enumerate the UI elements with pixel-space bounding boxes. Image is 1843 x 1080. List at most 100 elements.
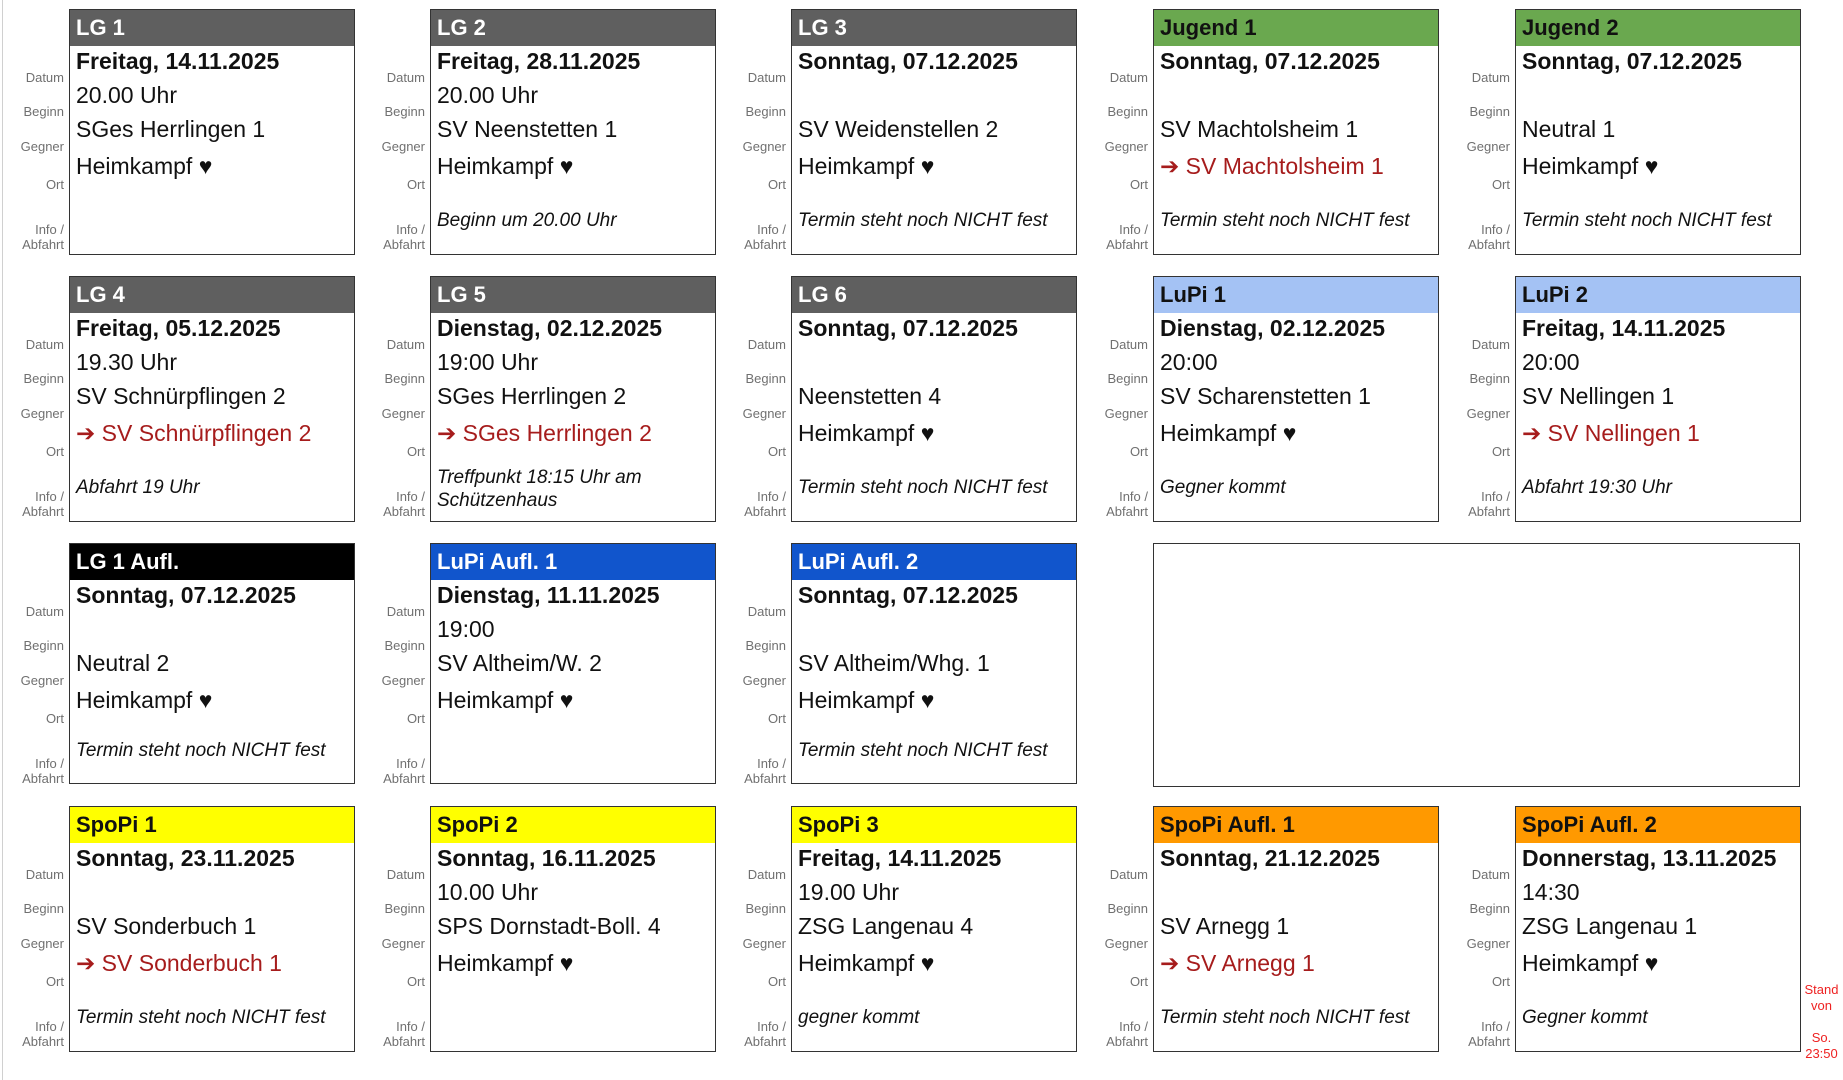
label-info2: Abfahrt	[22, 771, 64, 786]
info-value: Abfahrt 19:30 Uhr	[1522, 477, 1672, 498]
label-beginn: Beginn	[384, 371, 425, 386]
datum-value: Sonntag, 07.12.2025	[798, 48, 1018, 74]
datum-value: Sonntag, 07.12.2025	[798, 582, 1018, 608]
ort-value: Heimkampf ♥	[76, 153, 213, 179]
label-info2: Abfahrt	[383, 771, 425, 786]
team-slot: Datum Beginn Gegner Ort Info / Abfahrt SpoPi A…	[1084, 806, 1439, 1053]
label-beginn: Beginn	[1107, 901, 1148, 916]
team-slot: Datum Beginn Gegner Ort Info / Abfahrt LG 3 Son…	[722, 9, 1077, 256]
datum-value: Sonntag, 16.11.2025	[437, 845, 656, 871]
team-card: SpoPi Aufl. 2 Donnerstag, 13.11.2025 14:30…	[1515, 806, 1801, 1052]
label-datum: Datum	[25, 867, 64, 882]
gegner-value: SGes Herrlingen 2	[437, 383, 627, 409]
ort-value: ➔ SV Arnegg 1	[1160, 950, 1315, 976]
label-info1: Info /	[396, 1019, 425, 1034]
info-value: Termin steht noch NICHT fest	[798, 477, 1048, 498]
info-value: Gegner kommt	[1160, 477, 1286, 498]
info-value: Abfahrt 19 Uhr	[76, 477, 200, 498]
label-info2: Abfahrt	[383, 1034, 425, 1049]
label-gegner: Gegner	[381, 673, 425, 688]
datum-value: Freitag, 28.11.2025	[437, 48, 641, 74]
label-beginn: Beginn	[745, 638, 786, 653]
gegner-value: ZSG Langenau 1	[1522, 913, 1698, 939]
label-beginn: Beginn	[745, 901, 786, 916]
gegner-value: SV Neenstetten 1	[437, 116, 618, 142]
label-datum: Datum	[1109, 70, 1148, 85]
label-gegner: Gegner	[742, 139, 786, 154]
datum-value: Sonntag, 21.12.2025	[1160, 845, 1380, 871]
info-value: Termin steht noch NICHT fest	[798, 740, 1048, 761]
ort-value: Heimkampf ♥	[798, 153, 935, 179]
ort-value: Heimkampf ♥	[1160, 420, 1297, 446]
team-slot: Datum Beginn Gegner Ort Info / Abfahrt LG 1 Au…	[0, 543, 355, 786]
datum-value: Freitag, 05.12.2025	[76, 315, 281, 341]
datum-value: Sonntag, 23.11.2025	[76, 845, 295, 871]
team-slot: Datum Beginn Gegner Ort Info / Abfahrt SpoPi 3…	[722, 806, 1077, 1053]
team-title: LuPi Aufl. 2	[792, 544, 1076, 580]
info-value: Termin steht noch NICHT fest	[1522, 210, 1772, 231]
ort-value: Heimkampf ♥	[1522, 153, 1659, 179]
team-title: LuPi Aufl. 1	[431, 544, 715, 580]
label-ort: Ort	[45, 974, 64, 989]
gegner-value: Neutral 2	[76, 650, 170, 676]
info-value: gegner kommt	[798, 1007, 920, 1028]
team-card: Jugend 2 Sonntag, 07.12.2025 Neutral 1 Heim…	[1515, 9, 1801, 255]
label-datum: Datum	[386, 867, 425, 882]
label-beginn: Beginn	[1469, 901, 1510, 916]
label-info2: Abfahrt	[1468, 237, 1510, 252]
label-beginn: Beginn	[384, 104, 425, 119]
datum-value: Freitag, 14.11.2025	[76, 48, 280, 74]
ort-value: ➔ SV Nellingen 1	[1522, 420, 1700, 446]
label-info2: Abfahrt	[383, 504, 425, 519]
info-value: Gegner kommt	[1522, 1007, 1648, 1028]
team-title: LG 2	[431, 10, 715, 46]
label-gegner: Gegner	[1466, 406, 1510, 421]
label-datum: Datum	[747, 337, 786, 352]
label-gegner: Gegner	[742, 936, 786, 951]
beginn-value: 19.30 Uhr	[76, 349, 178, 375]
datum-value: Dienstag, 11.11.2025	[437, 582, 660, 608]
label-beginn: Beginn	[23, 901, 64, 916]
beginn-value: 10.00 Uhr	[437, 879, 539, 905]
gegner-value: SV Scharenstetten 1	[1160, 383, 1371, 409]
gegner-value: SPS Dornstadt-Boll. 4	[437, 913, 661, 939]
label-info1: Info /	[1119, 222, 1148, 237]
label-ort: Ort	[1129, 444, 1148, 459]
team-title: SpoPi 2	[431, 807, 715, 843]
label-datum: Datum	[25, 337, 64, 352]
label-ort: Ort	[767, 974, 786, 989]
stand-von: von	[1811, 998, 1832, 1013]
team-title: SpoPi 1	[70, 807, 354, 843]
datum-value: Sonntag, 07.12.2025	[76, 582, 296, 608]
datum-value: Sonntag, 07.12.2025	[798, 315, 1018, 341]
label-info1: Info /	[1119, 1019, 1148, 1034]
label-gegner: Gegner	[20, 139, 64, 154]
label-datum: Datum	[1471, 337, 1510, 352]
label-info1: Info /	[1481, 489, 1510, 504]
beginn-value: 19:00 Uhr	[437, 349, 539, 375]
ort-value: Heimkampf ♥	[437, 687, 574, 713]
team-card: SpoPi 1 Sonntag, 23.11.2025 SV Sonderbuch …	[69, 806, 355, 1052]
label-info2: Abfahrt	[22, 504, 64, 519]
label-info1: Info /	[35, 756, 64, 771]
ort-value: Heimkampf ♥	[437, 153, 574, 179]
label-beginn: Beginn	[745, 104, 786, 119]
team-title: LG 3	[792, 10, 1076, 46]
stand-timestamp: Stand von So. 23:50	[1800, 982, 1843, 1062]
label-ort: Ort	[45, 444, 64, 459]
info-value: Termin steht noch NICHT fest	[798, 210, 1048, 231]
team-title: LuPi 1	[1154, 277, 1438, 313]
label-ort: Ort	[406, 711, 425, 726]
label-info1: Info /	[396, 489, 425, 504]
label-ort: Ort	[1491, 444, 1510, 459]
label-gegner: Gegner	[381, 406, 425, 421]
label-gegner: Gegner	[1466, 139, 1510, 154]
team-card: LuPi 2 Freitag, 14.11.2025 20:00 SV Nelling…	[1515, 276, 1801, 522]
label-gegner: Gegner	[381, 139, 425, 154]
label-ort: Ort	[1491, 177, 1510, 192]
team-title: Jugend 2	[1516, 10, 1800, 46]
label-beginn: Beginn	[1107, 104, 1148, 119]
beginn-value: 19:00	[437, 616, 495, 642]
label-datum: Datum	[386, 337, 425, 352]
label-info1: Info /	[1119, 489, 1148, 504]
